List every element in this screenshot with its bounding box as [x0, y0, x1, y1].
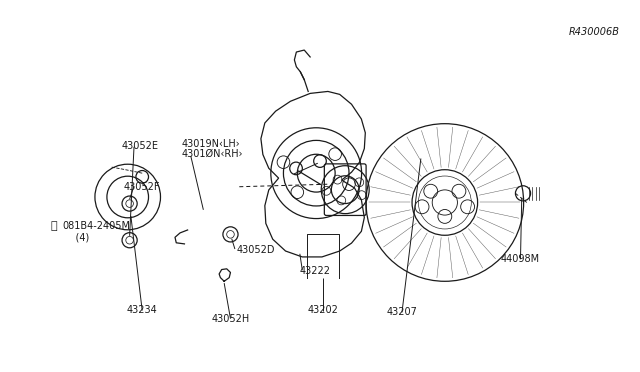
Text: 43052D: 43052D: [237, 245, 275, 254]
Text: 43019N‹LH›: 43019N‹LH›: [181, 139, 240, 149]
Text: 43222: 43222: [299, 266, 330, 276]
Text: R430006B: R430006B: [568, 26, 620, 36]
Text: 43207: 43207: [387, 307, 417, 317]
Text: 43052E: 43052E: [122, 141, 159, 151]
Text: 4301ØN‹RH›: 4301ØN‹RH›: [181, 149, 243, 158]
Text: 43052F: 43052F: [124, 182, 160, 192]
Text: 44098M: 44098M: [501, 254, 540, 264]
Text: 43052H: 43052H: [211, 314, 250, 324]
Text: Ⓑ: Ⓑ: [51, 221, 58, 231]
Text: 43202: 43202: [308, 305, 339, 315]
Text: 081B4-2405M
    (4): 081B4-2405M (4): [63, 221, 131, 243]
Text: 43234: 43234: [127, 305, 157, 315]
